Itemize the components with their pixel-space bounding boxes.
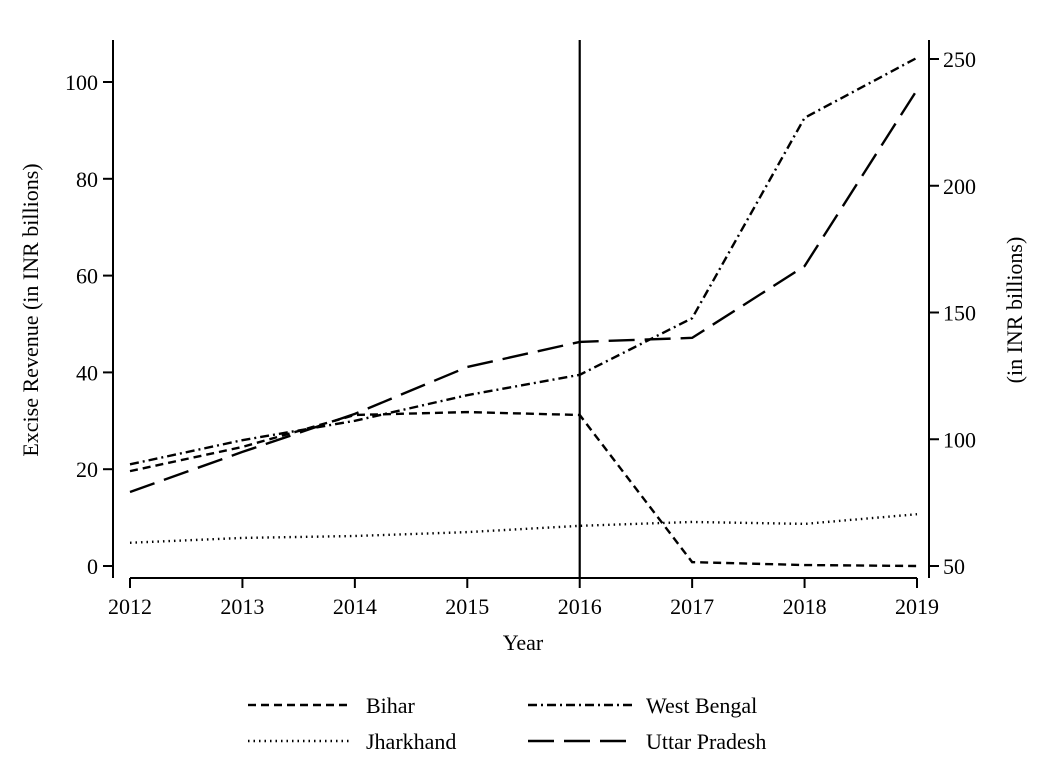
- y2-tick-label: 50: [943, 554, 965, 579]
- x-tick-label: 2012: [108, 594, 152, 619]
- y2-tick-label: 100: [943, 427, 976, 452]
- x-tick-label: 2017: [670, 594, 714, 619]
- y-axis-label: Excise Revenue (in INR billions): [18, 163, 43, 456]
- legend-label-bihar: Bihar: [366, 693, 416, 718]
- x-tick-label: 2019: [895, 594, 939, 619]
- x-tick-label: 2015: [445, 594, 489, 619]
- series-line-west-bengal: [129, 56, 918, 466]
- x-tick-label: 2013: [220, 594, 264, 619]
- y-tick-label: 80: [76, 167, 98, 192]
- series-line-bihar: [129, 410, 918, 568]
- y-tick-label: 100: [65, 70, 98, 95]
- legend-label-jharkhand: Jharkhand: [366, 729, 456, 754]
- y-tick-label: 20: [76, 457, 98, 482]
- y2-tick-label: 250: [943, 47, 976, 72]
- y2-axis-label: (in INR billions): [1002, 237, 1027, 384]
- x-axis-label: Year: [503, 630, 544, 655]
- x-tick-label: 2014: [333, 594, 377, 619]
- x-tick-label: 2016: [558, 594, 602, 619]
- x-tick-label: 2018: [783, 594, 827, 619]
- y-tick-label: 0: [87, 554, 98, 579]
- y-tick-label: 40: [76, 360, 98, 385]
- legend-label-uttar-pradesh: Uttar Pradesh: [646, 729, 766, 754]
- legend-label-west-bengal: West Bengal: [646, 693, 757, 718]
- y2-tick-label: 200: [943, 174, 976, 199]
- series-line-uttar-pradesh: [129, 89, 919, 494]
- y-tick-label: 60: [76, 264, 98, 289]
- y2-tick-label: 150: [943, 301, 976, 326]
- series-line-jharkhand: [129, 513, 918, 544]
